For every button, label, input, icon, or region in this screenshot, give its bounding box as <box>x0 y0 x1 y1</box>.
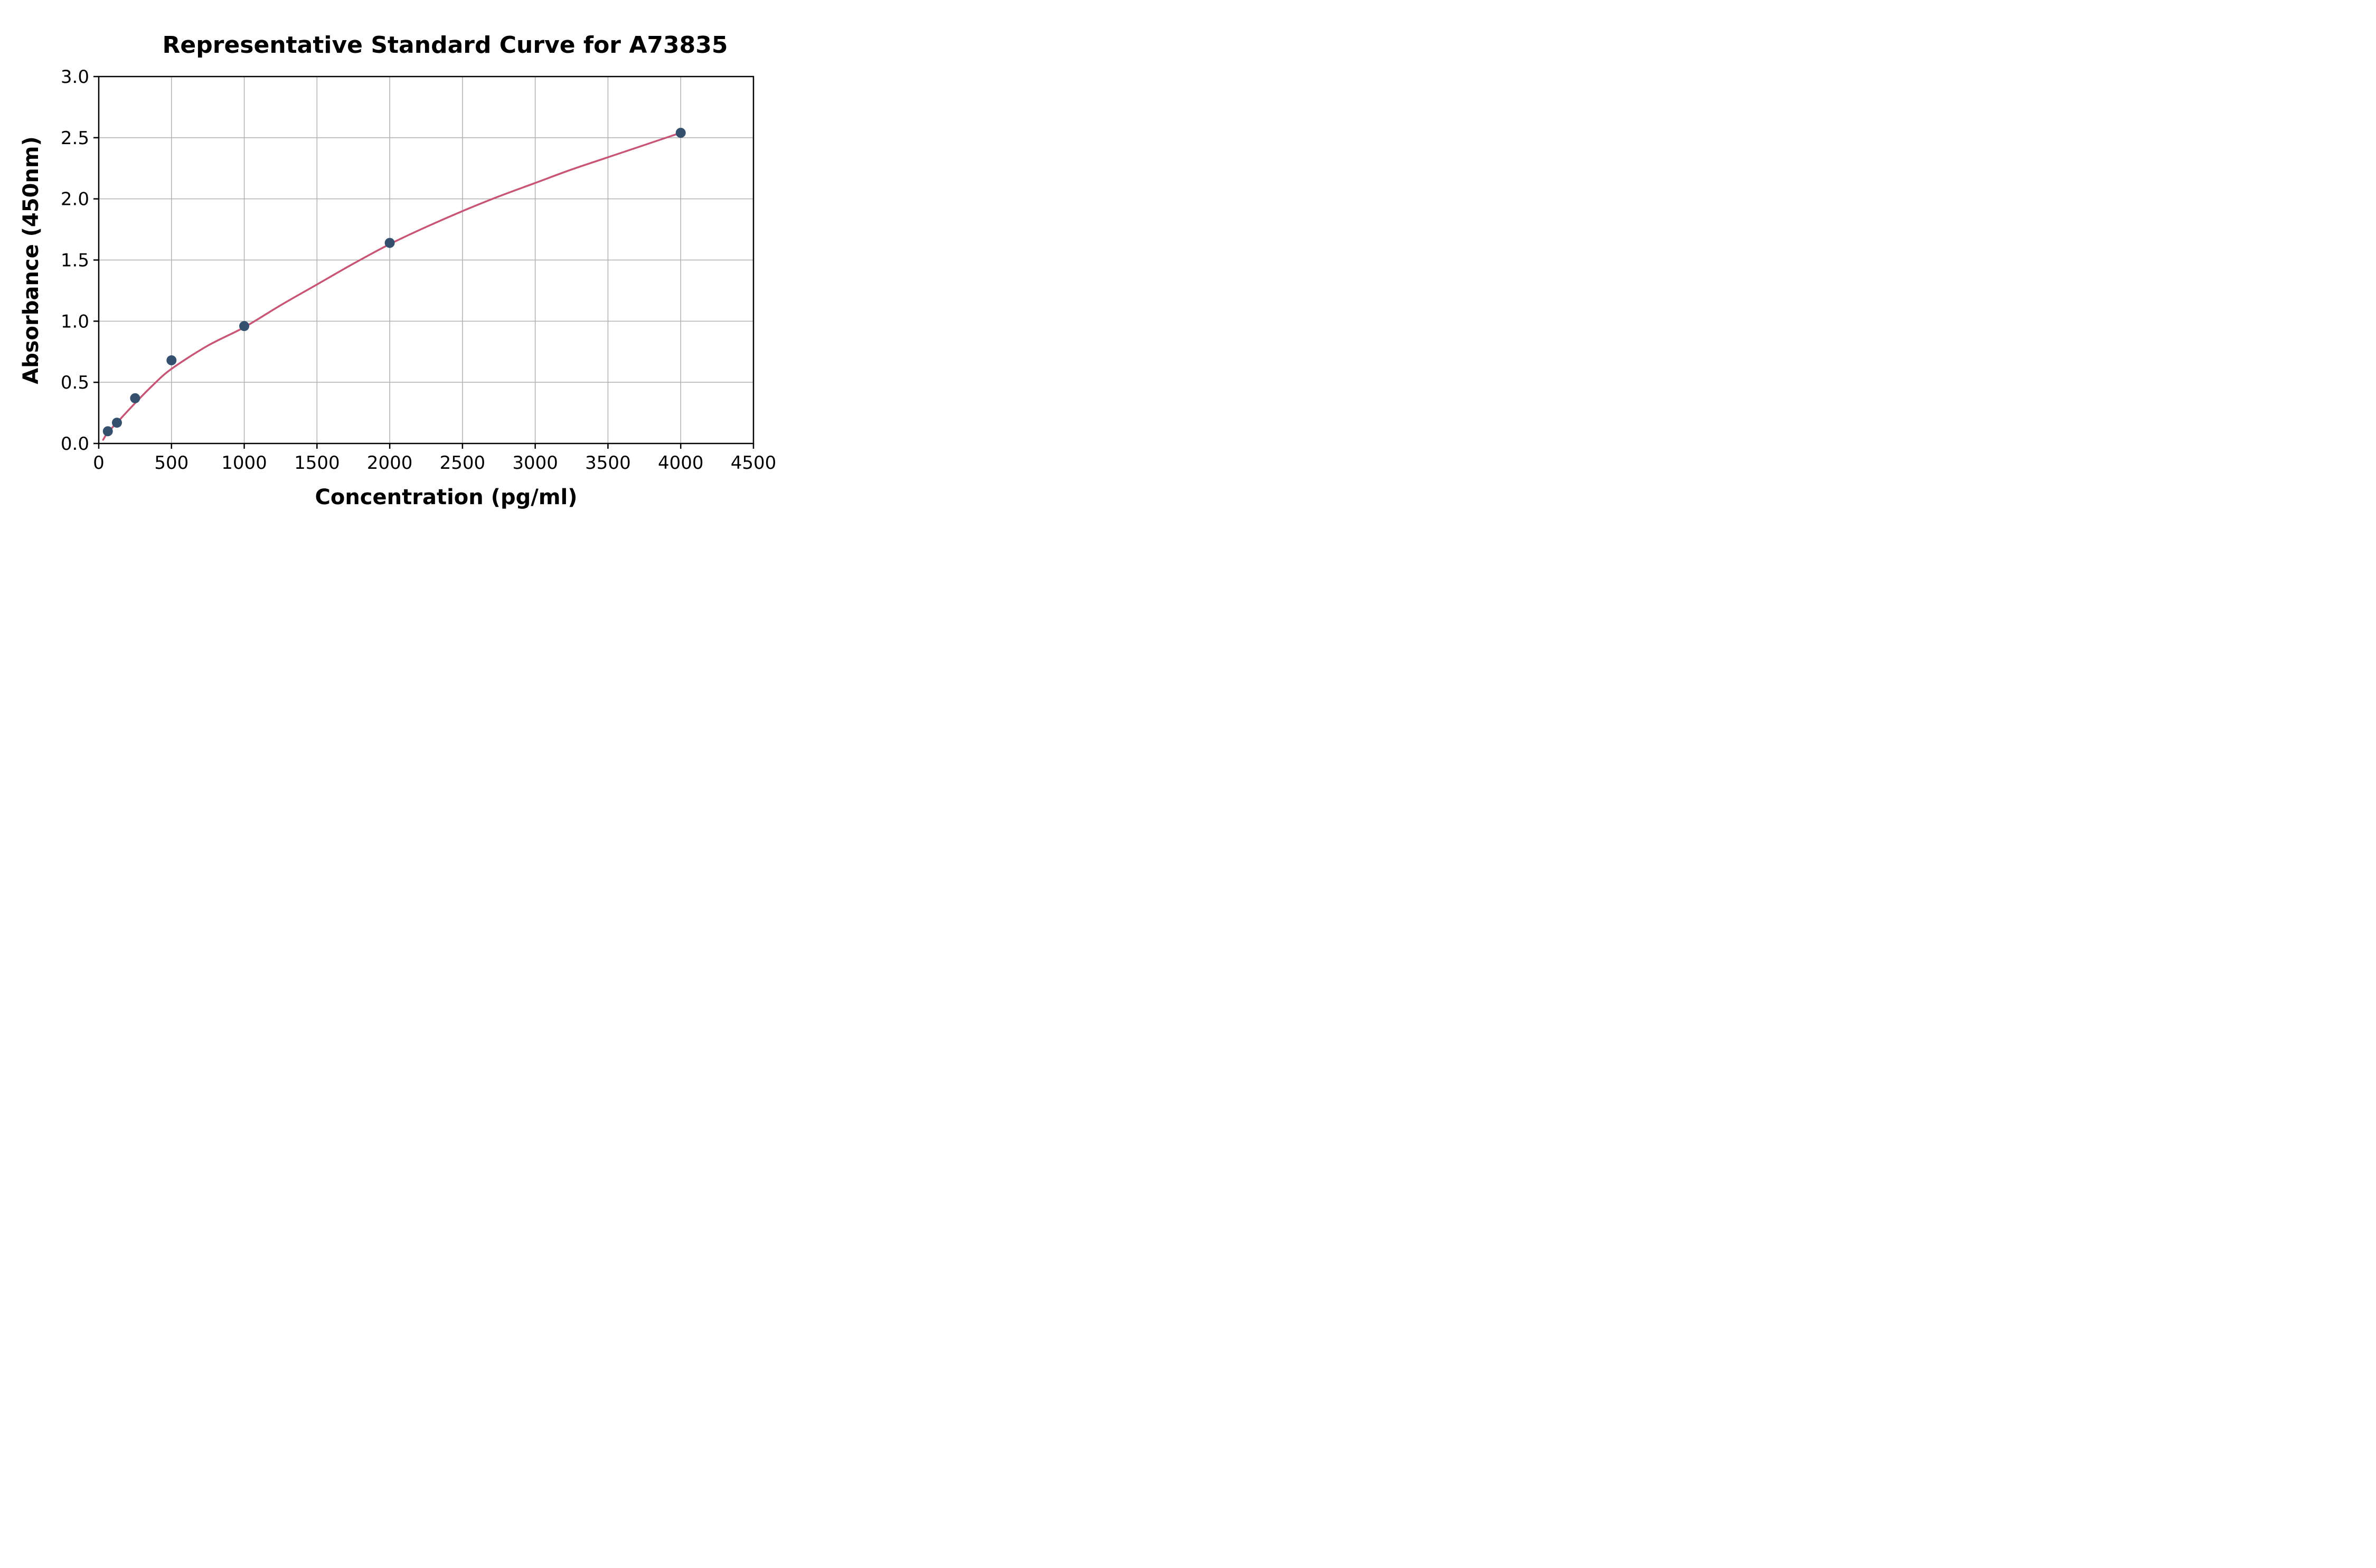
tick-labels: 0 500 1000 1500 2000 2500 3000 3500 4000 4500 0.0 0… <box>61 67 776 474</box>
data-point <box>111 418 122 428</box>
x-tick-label: 2500 <box>440 452 486 474</box>
data-point <box>384 238 395 248</box>
y-tick-label: 2.0 <box>61 189 89 210</box>
axis-ticks <box>93 75 755 449</box>
x-tick-label: 0 <box>93 452 105 474</box>
x-tick-label: 4500 <box>731 452 777 474</box>
y-axis-label: Absorbance (450nm) <box>19 136 43 384</box>
x-tick-label: 500 <box>154 452 188 474</box>
x-tick-label: 3500 <box>585 452 631 474</box>
x-tick-label: 1000 <box>221 452 267 474</box>
grid-lines <box>98 76 754 444</box>
fitted-curve <box>102 131 682 441</box>
y-tick-label: 1.5 <box>61 250 89 271</box>
y-tick-label: 0.5 <box>61 372 89 393</box>
chart-title: Representative Standard Curve for A73835 <box>163 32 728 59</box>
data-point <box>102 426 113 437</box>
y-tick-label: 0.0 <box>61 433 89 455</box>
x-tick-label: 1500 <box>294 452 340 474</box>
data-point <box>239 321 250 332</box>
x-tick-label: 4000 <box>658 452 704 474</box>
data-point <box>130 393 140 403</box>
x-tick-label: 2000 <box>367 452 413 474</box>
x-axis-label: Concentration (pg/ml) <box>315 485 577 509</box>
data-points <box>102 128 686 437</box>
data-point <box>166 355 177 365</box>
data-point <box>675 128 686 138</box>
y-tick-label: 3.0 <box>61 67 89 88</box>
x-tick-label: 3000 <box>512 452 558 474</box>
standard-curve-figure: 0 500 1000 1500 2000 2500 3000 3500 4000 4500 0.0 0… <box>0 0 792 523</box>
y-tick-label: 1.0 <box>61 311 89 332</box>
standard-curve-chart: 0 500 1000 1500 2000 2500 3000 3500 4000 4500 0.0 0… <box>19 32 776 509</box>
y-tick-label: 2.5 <box>61 128 89 149</box>
